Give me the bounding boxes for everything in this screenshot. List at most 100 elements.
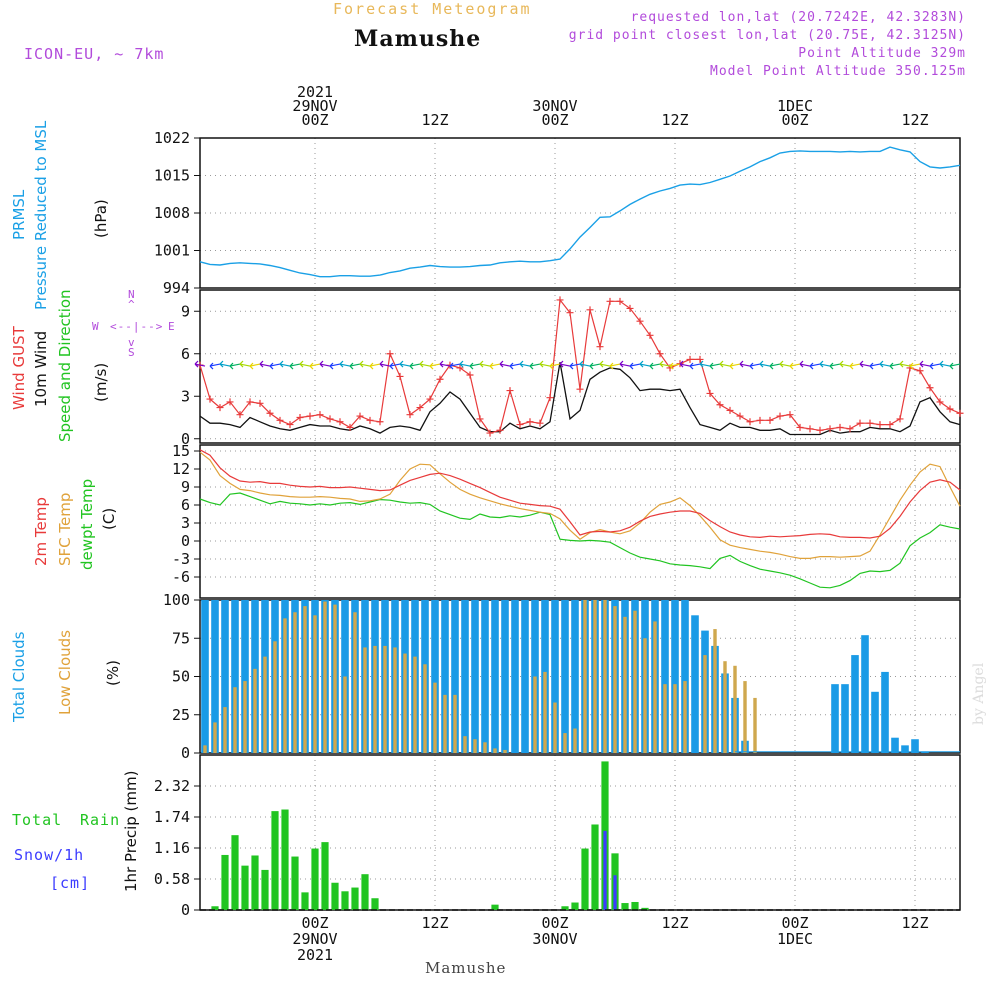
rain-bar <box>361 874 369 910</box>
y-tick-label: 0 <box>181 744 190 762</box>
y-tick-label: 100 <box>163 591 190 609</box>
low-cloud-bar <box>253 668 257 753</box>
compass-up: ^ <box>128 298 136 311</box>
low-cloud-bar <box>563 733 567 753</box>
total-cloud-bar <box>241 600 249 753</box>
total-cloud-bar <box>871 691 879 753</box>
compass-s: S <box>128 346 136 359</box>
wind-direction-arrow <box>829 362 841 370</box>
wind-direction-arrow <box>319 360 331 368</box>
gust-marker <box>656 350 664 358</box>
gust-marker <box>486 429 494 437</box>
gust-marker <box>716 401 724 409</box>
precip-total-label: Total <box>12 811 63 829</box>
wind-direction-arrow <box>469 362 481 370</box>
gust-marker <box>496 426 504 434</box>
rain-bar <box>631 901 639 910</box>
wind-direction-arrow <box>219 360 231 368</box>
low-cloud-bar <box>673 684 677 753</box>
wind-direction-arrow <box>669 362 681 370</box>
y-tick-label: -3 <box>172 550 190 568</box>
wind-direction-arrow <box>389 362 401 370</box>
y-tick-label: 6 <box>181 496 190 514</box>
wind-direction-arrow <box>579 360 591 368</box>
gust-marker <box>426 395 434 403</box>
total-cloud-bar <box>451 600 459 753</box>
wind-direction-arrow <box>789 362 801 370</box>
low-cloud-bar <box>283 618 287 753</box>
low-cloud-bar <box>343 676 347 753</box>
low-cloud-bar <box>753 697 757 753</box>
panel-frame <box>199 289 961 444</box>
wind-direction-arrow <box>549 362 561 370</box>
gust-marker <box>766 416 774 424</box>
total-cloud-bar <box>431 600 439 753</box>
wind-direction-arrow <box>899 360 911 368</box>
rain-bar <box>581 848 589 910</box>
gust-marker <box>856 419 864 427</box>
wind-direction-arrow <box>559 360 571 368</box>
total-cloud-bar <box>201 600 209 753</box>
gust-marker <box>866 419 874 427</box>
gust-marker <box>956 409 964 417</box>
y-tick-label: 15 <box>172 442 190 460</box>
wind-direction-arrow <box>809 362 821 370</box>
low-cloud-bar <box>403 653 407 753</box>
y-tick-label: 2.32 <box>154 777 190 795</box>
y-tick-label: 0 <box>181 901 190 919</box>
rain-bar <box>491 904 499 910</box>
total-cloud-bar <box>831 684 839 753</box>
wind-direction-arrow <box>509 362 521 370</box>
low-cloud-bar <box>473 739 477 753</box>
total-cloud-bar <box>481 600 489 753</box>
low-cloud-bar <box>733 665 737 753</box>
gust-marker <box>896 415 904 423</box>
gust-marker <box>786 411 794 419</box>
rain-bar <box>331 882 339 910</box>
low-cloud-bar <box>703 655 707 753</box>
low-cloud-bar <box>713 629 717 753</box>
dewpt-line <box>199 492 961 589</box>
wind-direction-arrow <box>779 360 791 368</box>
low-cloud-bar <box>443 694 447 753</box>
time-label-top: 12Z <box>661 111 688 129</box>
footer-location: Mamushe <box>425 959 507 977</box>
wind-direction-arrow <box>649 362 661 370</box>
requested-coords: requested lon,lat (20.7242E, 42.3283N) <box>630 10 966 25</box>
forecast-meteogram-label: Forecast Meteogram <box>333 0 532 18</box>
wind-direction-arrow <box>689 362 701 370</box>
compass-h: <--|--> <box>110 320 164 333</box>
gust-marker <box>256 399 264 407</box>
gust-marker <box>706 389 714 397</box>
panel-frame <box>199 137 961 289</box>
time-label-bottom: 12Z <box>421 914 448 932</box>
wind-direction-arrow <box>879 360 891 368</box>
gust-marker <box>476 415 484 423</box>
low-cloud-bar <box>543 671 547 753</box>
wind-direction-arrow <box>499 360 511 368</box>
gust-marker <box>776 412 784 420</box>
gust-marker <box>846 425 854 433</box>
wind-direction-arrow <box>429 362 441 370</box>
wind-direction-arrow <box>529 362 541 370</box>
y-tick-label: 1022 <box>154 129 190 147</box>
wind-direction-arrow <box>859 360 871 368</box>
gust-marker <box>536 419 544 427</box>
gust-marker <box>336 418 344 426</box>
precip-rain-label: Rain <box>80 811 121 829</box>
total-cloud-bar <box>691 615 699 753</box>
y-tick-label: 12 <box>172 460 190 478</box>
wind-direction-arrow <box>749 362 761 370</box>
total-cloud-bar <box>571 600 579 753</box>
gust-marker <box>916 367 924 375</box>
wind-direction-arrow <box>299 360 311 368</box>
rain-bar <box>351 887 359 910</box>
low-cloud-bar <box>573 728 577 753</box>
gust-marker <box>346 423 354 431</box>
wind-direction-arrow <box>769 362 781 370</box>
compass-down: v <box>128 336 136 349</box>
low-cloud-bar <box>273 641 277 753</box>
panel-frame <box>199 599 961 754</box>
wind-direction-arrow <box>329 362 341 370</box>
